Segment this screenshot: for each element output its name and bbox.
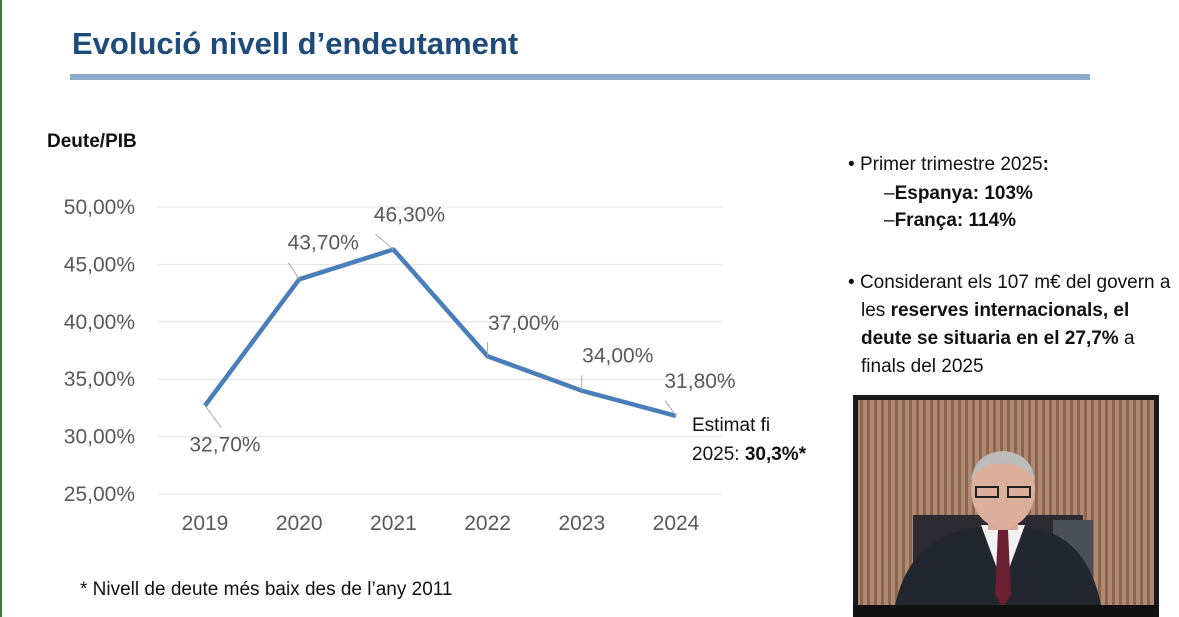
footnote: * Nivell de deute més baix des de l’any … [80,579,453,600]
dash: – [884,183,895,204]
leader-line [664,400,677,417]
y-tick-label: 25,00% [64,483,135,506]
annotation: Estimat fi [692,415,770,436]
x-tick-label: 2021 [370,512,417,535]
bullet-text: Primer trimestre 2025 [859,154,1043,175]
x-tick-label: 2020 [276,512,323,535]
bullet-text: : [1042,154,1049,175]
x-tick-label: 2022 [464,512,511,535]
data-line [203,247,677,419]
sub-bullet: –Espanya: 103% [884,182,1033,205]
dash: – [884,210,895,231]
title-rule [70,74,1090,80]
sub-bullet: –França: 114% [884,209,1016,232]
data-label: 34,00% [582,345,653,368]
annotation-line: 2025: [692,444,745,465]
y-axis-label: Deute/PIB [47,131,137,152]
y-tick-label: 40,00% [64,311,135,334]
x-tick-label: 2024 [653,512,700,535]
x-tick-label: 2019 [182,512,229,535]
edge [0,0,2,617]
sub-bullet-text: Espanya: 103% [894,183,1033,204]
bullet-text: a finals del 2025 [861,328,1135,377]
y-tick-label: 35,00% [64,368,135,391]
bullet: • Primer trimestre 2025: [848,154,1049,175]
y-tick-label: 30,00% [64,426,135,449]
data-label: 32,70% [189,434,260,457]
y-tick-label: 45,00% [64,253,135,276]
annotation-bold: 30,3%* [745,444,807,465]
data-label: 46,30% [374,203,445,226]
leader-line [287,262,300,280]
x-tick-label: 2023 [558,512,605,535]
leader-line [204,405,222,428]
leader-line [375,233,394,250]
bullet-text: Considerant els 107 m€ del govern a les [859,272,1171,321]
data-label: 37,00% [488,312,559,335]
bullet-text: reserves internacionals, el deute se sit… [861,300,1130,349]
data-label: 43,70% [288,231,359,254]
bullet: • Considerant els 107 m€ del govern a le… [848,272,1171,377]
data-label: 31,80% [664,370,735,393]
slide-title: Evolució nivell d’endeutament [72,26,519,61]
annotation-line: Estimat fi [692,415,770,436]
annotation: 2025: 30,3%* [692,444,807,465]
sub-bullet-text: França: 114% [894,210,1017,231]
y-tick-label: 50,00% [64,196,135,219]
video-overlay [853,395,1159,617]
